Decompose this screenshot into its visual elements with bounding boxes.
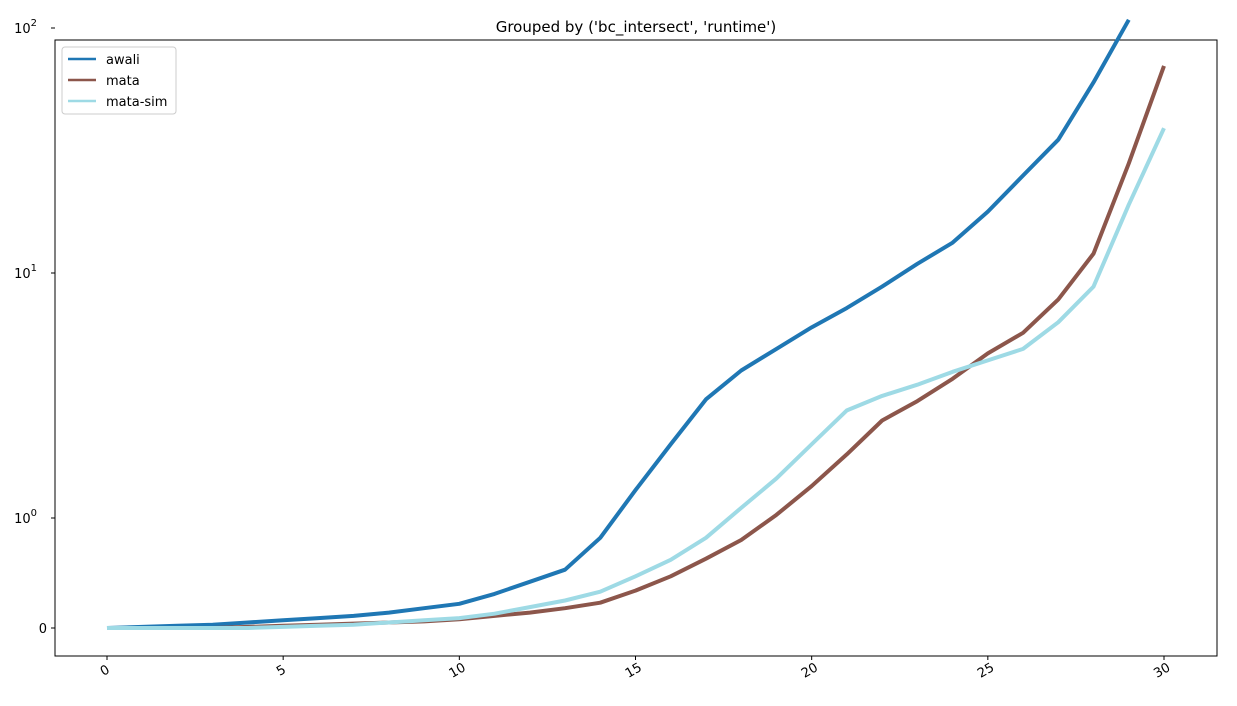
x-tick-label: 30 [1151, 660, 1173, 681]
x-tick-label: 20 [799, 660, 821, 681]
x-axis: 0 5 10 15 20 25 30 [98, 656, 1173, 682]
x-tick-label: 10 [447, 660, 469, 681]
series-line-awali [106, 18, 1131, 630]
legend-label: mata [106, 74, 140, 89]
plot-frame [54, 39, 1218, 657]
legend-label: mata-sim [106, 95, 167, 110]
series-layer [106, 18, 1166, 630]
legend: awali mata mata-sim [61, 46, 177, 115]
y-tick-label: 102 [14, 18, 37, 37]
x-tick-label: 0 [98, 662, 113, 679]
chart-title: Grouped by ('bc_intersect', 'runtime') [496, 18, 777, 37]
legend-label: awali [106, 53, 140, 68]
y-tick-label: 101 [14, 263, 37, 282]
series-line-mata-sim [107, 127, 1166, 630]
x-tick-label: 5 [274, 662, 289, 679]
y-tick-label: 100 [14, 508, 37, 527]
x-tick-label: 15 [623, 660, 645, 681]
x-tick-label: 25 [975, 660, 997, 681]
series-line-mata [107, 65, 1166, 630]
y-tick-label: 0 [39, 622, 47, 637]
legend-box [61, 46, 177, 115]
y-axis: 0 100 101 102 [14, 18, 55, 637]
